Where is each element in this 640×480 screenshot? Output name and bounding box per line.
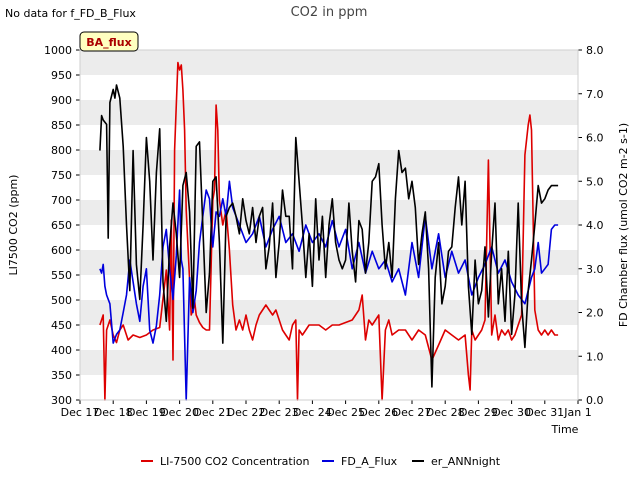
y-tick-label-left: 950 <box>51 69 72 82</box>
y-tick-label-left: 600 <box>51 244 72 257</box>
y-tick-label-right: 8.0 <box>586 44 604 57</box>
x-tick-label: Dec 28 <box>426 406 465 419</box>
y-axis-label-left: LI7500 CO2 (ppm) <box>7 175 20 276</box>
grid-band <box>80 50 578 75</box>
y-tick-label-left: 1000 <box>44 44 72 57</box>
grid-band <box>80 100 578 125</box>
y-tick-label-left: 750 <box>51 169 72 182</box>
x-tick-label: Dec 18 <box>94 406 133 419</box>
x-tick-label: Dec 22 <box>227 406 266 419</box>
x-tick-label: Jan 1 <box>563 406 591 419</box>
grid-band <box>80 150 578 175</box>
y-tick-label-left: 850 <box>51 119 72 132</box>
chart-title: CO2 in ppm <box>291 5 368 20</box>
y-tick-label-left: 650 <box>51 219 72 232</box>
x-tick-label: Dec 25 <box>326 406 365 419</box>
x-tick-label: Dec 21 <box>193 406 232 419</box>
y-tick-label-right: 3.0 <box>586 263 604 276</box>
y-tick-label-left: 350 <box>51 369 72 382</box>
y-axis-label-right: FD Chamber flux (umol CO2 m-2 s-1) <box>617 123 630 327</box>
grid-band <box>80 350 578 375</box>
x-tick-label: Dec 31 <box>525 406 564 419</box>
plot-frame <box>79 49 579 401</box>
legend-label: FD_A_Flux <box>341 455 398 468</box>
y-tick-label-left: 900 <box>51 94 72 107</box>
legend-label: er_ANNnight <box>431 455 501 468</box>
x-tick-label: Dec 29 <box>459 406 498 419</box>
series-line-li-7500-co2-concentration <box>99 61 559 401</box>
x-tick-label: Dec 19 <box>127 406 166 419</box>
x-tick-label: Dec 23 <box>260 406 299 419</box>
y-tick-label-right: 4.0 <box>586 219 604 232</box>
y-tick-label-right: 1.0 <box>586 350 604 363</box>
y-tick-label-left: 500 <box>51 294 72 307</box>
y-tick-label-right: 6.0 <box>586 132 604 145</box>
y-tick-label-right: 7.0 <box>586 88 604 101</box>
y-tick-label-right: 2.0 <box>586 307 604 320</box>
y-tick-label-left: 400 <box>51 344 72 357</box>
no-data-notice: No data for f_FD_B_Flux <box>5 7 136 20</box>
x-tick-label: Dec 30 <box>492 406 531 419</box>
y-tick-label-left: 300 <box>51 394 72 407</box>
y-tick-label-left: 700 <box>51 194 72 207</box>
y-tick-label-left: 550 <box>51 269 72 282</box>
x-tick-label: Dec 17 <box>61 406 100 419</box>
y-tick-label-left: 450 <box>51 319 72 332</box>
x-tick-label: Dec 26 <box>359 406 398 419</box>
legend-label: LI-7500 CO2 Concentration <box>160 455 310 468</box>
y-tick-label-right: 5.0 <box>586 175 604 188</box>
series-line-fd-a-flux <box>99 180 559 401</box>
y-tick-label-left: 800 <box>51 144 72 157</box>
badge-label: BA_flux <box>86 36 131 49</box>
series-line-er-annnight <box>99 84 559 388</box>
x-axis-label: Time <box>551 423 579 436</box>
x-tick-label: Dec 24 <box>293 406 332 419</box>
x-tick-label: Dec 27 <box>393 406 432 419</box>
badge-box <box>79 31 139 52</box>
x-tick-label: Dec 20 <box>160 406 199 419</box>
y-tick-label-right: 0.0 <box>586 394 604 407</box>
